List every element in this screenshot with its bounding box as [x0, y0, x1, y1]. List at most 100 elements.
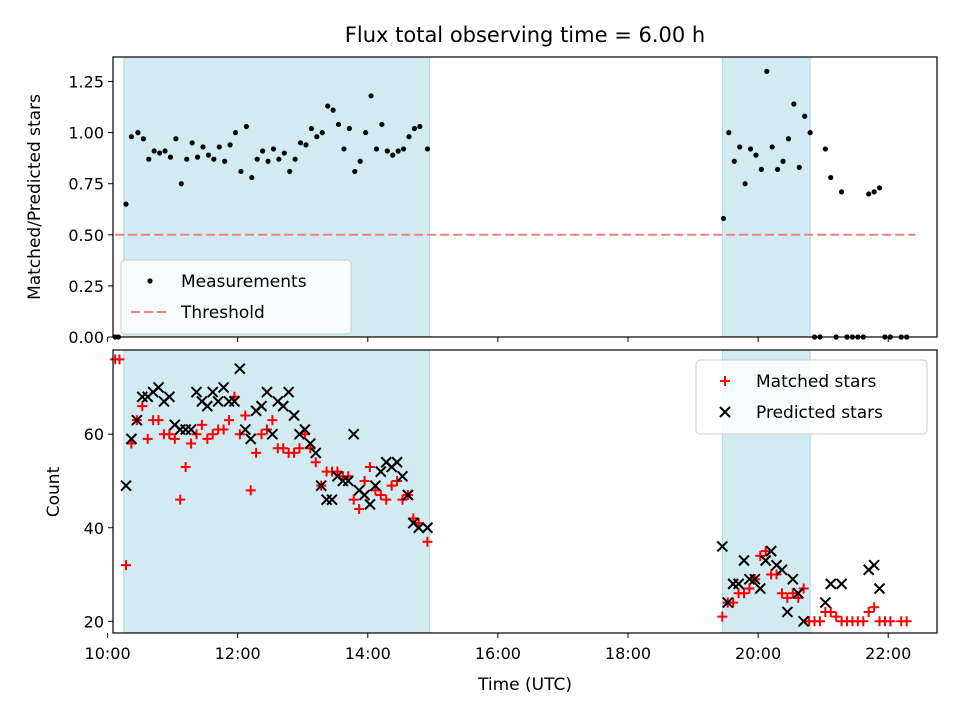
predicted-star-point	[781, 606, 794, 618]
predicted-star-point	[261, 386, 273, 398]
measurement-point	[123, 201, 129, 207]
measurement-point	[769, 144, 775, 150]
matched-star-point	[267, 415, 278, 426]
measurement-point	[249, 174, 255, 181]
measurement-point	[411, 125, 418, 132]
measurement-point	[232, 130, 239, 136]
matched-star-point	[169, 433, 180, 444]
matched-star-point	[175, 494, 186, 505]
top-panel: 0.00 0.25 0.50 0.75 1.00 1.25 Matched/Predict…	[25, 56, 938, 347]
chart-title: Flux total observing time = 6.00 h	[345, 23, 705, 47]
measurement-point	[308, 125, 315, 132]
predicted-star-point	[391, 456, 403, 468]
predicted-star-point	[304, 437, 317, 450]
measurement-point	[254, 156, 260, 162]
measurement-point	[276, 156, 282, 162]
predicted-star-point	[413, 522, 425, 534]
measurement-point	[194, 154, 201, 160]
predicted-star-point	[396, 470, 409, 483]
matched-star-point	[278, 443, 289, 454]
y-tick-label: 40	[84, 519, 104, 538]
measurement-point	[828, 174, 834, 181]
matched-star-point	[392, 475, 403, 486]
measurement-point	[260, 148, 266, 154]
measurement-point	[785, 136, 792, 142]
matched-star-point	[289, 447, 300, 458]
measurement-point	[292, 156, 298, 162]
matched-star-point	[256, 429, 267, 440]
y-tick-label: 1.00	[68, 124, 104, 143]
matched-star-point	[863, 606, 874, 617]
x-tick-label: 22:00	[865, 644, 911, 663]
bottom-axes-frame	[112, 349, 938, 634]
measurement-point	[866, 191, 872, 197]
predicted-star-point	[787, 573, 799, 585]
top-x-ticks	[107, 337, 889, 342]
matched-star-point	[240, 410, 251, 421]
predicted-star-point	[152, 381, 165, 394]
matched-star-point	[261, 424, 272, 435]
measurement-point	[796, 164, 802, 170]
measurement-point	[128, 134, 135, 140]
y-tick-label: 0.50	[68, 226, 104, 245]
x-axis-label: Time (UTC)	[477, 675, 572, 695]
predicted-star-point	[358, 489, 371, 501]
measurement-point	[162, 148, 168, 154]
measurement-point	[775, 166, 781, 173]
measurement-point	[406, 134, 412, 140]
y-tick-label: 60	[84, 425, 104, 444]
measurement-point	[352, 168, 358, 175]
matched-star-point	[831, 611, 842, 622]
y-tick-label: 0.25	[68, 277, 104, 296]
x-tick-label: 16:00	[475, 644, 521, 663]
predicted-star-point	[185, 423, 197, 436]
legend-box	[120, 259, 352, 335]
measurement-point	[791, 101, 797, 107]
measurement-point	[838, 189, 845, 195]
matched-star-point	[121, 560, 132, 571]
predicted-star-point	[217, 381, 230, 394]
predicted-star-point	[716, 540, 729, 553]
measurement-point	[205, 152, 212, 158]
predicted-star-point	[228, 395, 241, 408]
measurement-point	[390, 152, 396, 158]
matched-star-point	[776, 588, 787, 599]
matched-star-point	[164, 429, 175, 440]
predicted-star-point	[326, 493, 338, 506]
measurement-point	[747, 146, 754, 152]
measurement-point	[287, 168, 293, 175]
predicted-star-point	[364, 498, 376, 511]
matched-star-point	[728, 597, 739, 608]
predicted-star-point	[190, 386, 203, 398]
predicted-star-point	[299, 423, 311, 436]
measurement-point	[243, 123, 249, 130]
measurement-point	[373, 146, 380, 152]
y-tick-label: 0.00	[68, 328, 104, 347]
predicted-star-point	[255, 400, 268, 412]
predicted-star-point	[825, 578, 837, 590]
measurement-point	[424, 146, 431, 152]
matched-star-point	[137, 401, 148, 412]
shaded-interval	[722, 57, 811, 337]
predicted-star-point	[792, 587, 804, 599]
predicted-star-point	[375, 465, 387, 478]
measurement-point	[341, 146, 347, 152]
matched-star-point	[142, 433, 153, 444]
matched-star-point	[717, 611, 728, 622]
measurement-point	[227, 142, 233, 148]
measurement-point	[379, 121, 385, 128]
predicted-star-point	[765, 545, 777, 557]
measurement-point	[330, 107, 336, 113]
measurement-point	[417, 123, 423, 130]
bottom-y-axis: 20 40 60	[84, 425, 113, 631]
measurement-point	[346, 125, 352, 132]
predicted-star-point	[421, 522, 434, 534]
measurement-point	[807, 130, 813, 136]
matched-star-point	[901, 616, 912, 627]
y-tick-label: 0.75	[68, 175, 104, 194]
predicted-star-point	[212, 395, 224, 408]
matched-star-point	[251, 447, 262, 458]
measurement-point	[157, 150, 163, 156]
predicted-star-point	[738, 554, 750, 567]
